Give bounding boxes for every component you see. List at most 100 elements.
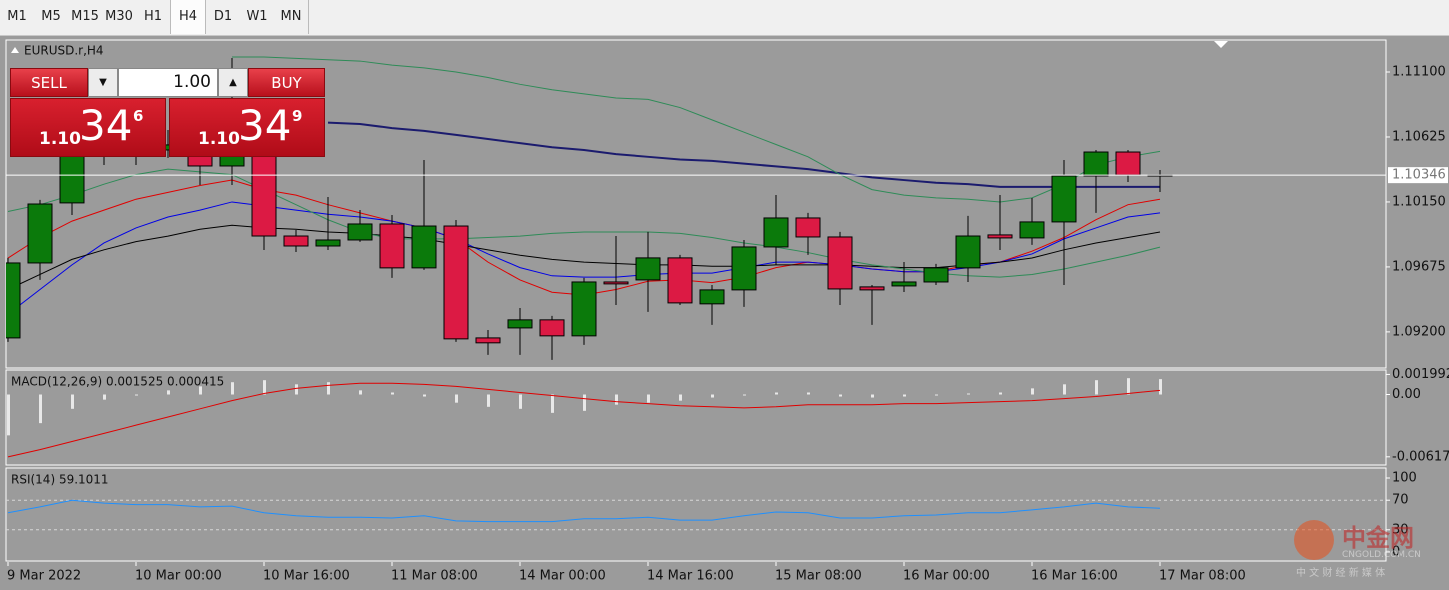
timeframe-button[interactable]: MN — [274, 0, 309, 34]
candle-body — [411, 225, 437, 269]
bid-pips: 34 — [79, 101, 133, 150]
candle-body — [859, 286, 885, 291]
rsi-plot — [6, 499, 1386, 531]
x-tick-label: 15 Mar 08:00 — [775, 569, 862, 584]
timeframe-button[interactable]: M15 — [71, 9, 99, 24]
lot-up[interactable]: ▲ — [218, 68, 248, 97]
candle-body — [251, 149, 277, 237]
lot-input[interactable]: 1.00 — [118, 68, 218, 97]
y-tick-label: 1.10150 — [1392, 194, 1446, 209]
ask-big: 1.10 — [198, 129, 240, 149]
timeframe-button[interactable]: M30 — [105, 9, 133, 24]
watermark: 中金网 CNGOLD.COM.CN 中 文 财 经 新 媒 体 — [1290, 516, 1440, 582]
x-tick-label: 9 Mar 2022 — [7, 569, 81, 584]
candle-body — [1051, 175, 1077, 223]
histogram-bar — [871, 394, 874, 398]
ask-pips: 34 — [238, 101, 292, 150]
candle-body — [379, 223, 405, 269]
timeframe-button[interactable]: W1 — [246, 9, 268, 24]
histogram-bar — [743, 394, 746, 396]
macd-title: MACD(12,26,9) 0.001525 0.000415 — [11, 375, 224, 389]
signal-line — [7, 382, 1161, 458]
y-tick-label: 100 — [1392, 471, 1417, 486]
symbol-title: EURUSD.r,H4 — [24, 44, 104, 58]
candle-body — [6, 262, 21, 339]
y-tick-label: -0.006178 — [1392, 449, 1449, 464]
histogram-bar — [39, 394, 42, 424]
indicator-line — [232, 56, 1161, 203]
indicator-line — [327, 121, 1160, 188]
histogram-bar — [1031, 388, 1034, 395]
timeframe-toolbar: M1 M5 M15 M30 H1 H4 D1 W1 MN — [0, 0, 1449, 36]
sell-button[interactable]: SELL — [10, 68, 88, 97]
bid-point: 6 — [133, 107, 144, 125]
candle-body — [955, 235, 981, 269]
timeframe-button[interactable]: H4 — [170, 0, 206, 34]
candle-body — [347, 223, 373, 241]
y-tick-label: 1.09675 — [1392, 259, 1446, 274]
lot-down[interactable]: ▼ — [88, 68, 118, 97]
watermark-slogan: 中 文 财 经 新 媒 体 — [1296, 568, 1386, 579]
candle-body — [635, 257, 661, 281]
bid-quote[interactable]: 1.10 34 6 — [10, 98, 166, 157]
ask-point: 9 — [292, 107, 303, 125]
histogram-bar — [775, 392, 778, 395]
candle-body — [763, 217, 789, 248]
candle-body — [827, 236, 853, 290]
histogram-bar — [231, 382, 234, 395]
rsi-panel — [5, 467, 1387, 562]
histogram-bar — [391, 392, 394, 395]
histogram-bar — [903, 394, 906, 397]
candle-body — [699, 289, 725, 305]
histogram-bar — [455, 394, 458, 403]
histogram-bar — [1159, 379, 1162, 395]
y-tick-label: 1.09200 — [1392, 324, 1446, 339]
histogram-bar — [679, 394, 682, 401]
histogram-bar — [711, 394, 714, 398]
last-price-label: 1.10346 — [1392, 168, 1446, 183]
bid-big: 1.10 — [39, 129, 81, 149]
last-price-box — [1388, 167, 1448, 184]
y-tick-label: 1.10625 — [1392, 129, 1446, 144]
candle-body — [923, 267, 949, 283]
candle-body — [1115, 151, 1141, 176]
candle-body — [27, 203, 53, 264]
histogram-bar — [807, 392, 810, 395]
timeframe-button[interactable]: M5 — [41, 9, 61, 24]
histogram-bar — [167, 390, 170, 395]
histogram-bar — [519, 394, 522, 409]
histogram-bar — [423, 394, 426, 397]
candle-body — [283, 235, 309, 247]
candle-body — [315, 239, 341, 247]
rsi-title: RSI(14) 59.1011 — [11, 473, 109, 487]
shift-marker — [1214, 41, 1228, 48]
x-tick-label: 16 Mar 00:00 — [903, 569, 990, 584]
timeframe-button[interactable]: M1 — [7, 9, 27, 24]
histogram-bar — [199, 386, 202, 395]
histogram-bar — [935, 394, 938, 396]
x-tick-label: 16 Mar 16:00 — [1031, 569, 1118, 584]
histogram-bar — [359, 390, 362, 395]
collapse-icon — [11, 47, 19, 53]
histogram-bar — [647, 394, 650, 403]
rsi-line — [7, 499, 1161, 523]
histogram-bar — [615, 394, 618, 405]
candle-body — [731, 246, 757, 291]
histogram-bar — [1127, 378, 1130, 395]
histogram-bar — [583, 394, 586, 411]
histogram-bar — [327, 382, 330, 395]
candle-body — [987, 234, 1013, 239]
x-tick-label: 10 Mar 00:00 — [135, 569, 222, 584]
histogram-bar — [71, 394, 74, 409]
candle-body — [891, 281, 917, 287]
candle-body — [1019, 221, 1045, 239]
timeframe-button[interactable]: D1 — [213, 9, 233, 24]
ask-quote[interactable]: 1.10 34 9 — [169, 98, 325, 157]
y-tick-label: 0.001992 — [1392, 367, 1449, 382]
timeframe-button[interactable]: H1 — [143, 9, 163, 24]
histogram-bar — [551, 394, 554, 413]
buy-button[interactable]: BUY — [248, 68, 325, 97]
candle-body — [475, 337, 501, 344]
